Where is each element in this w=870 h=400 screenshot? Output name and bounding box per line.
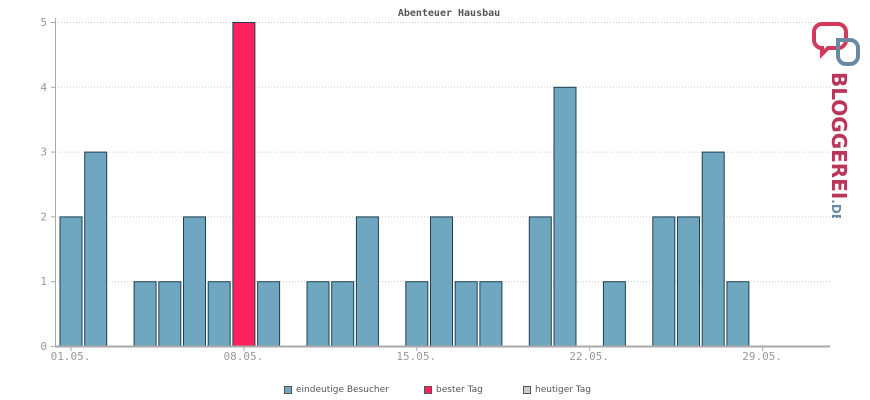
bar: [652, 216, 676, 347]
x-tick-labels: 01.05. 08.05. 15.05. 22.05. 29.05.: [51, 350, 782, 363]
two-linked-speech-bubbles-icon: [812, 22, 860, 66]
bar: [602, 281, 626, 348]
bar: [677, 216, 700, 347]
y-tick-label: 1: [40, 275, 47, 288]
y-tick-label: 2: [40, 210, 47, 223]
legend-swatch-grey: [523, 386, 531, 394]
bar: [331, 281, 355, 348]
x-tick-label: 29.05.: [742, 350, 782, 363]
bar: [84, 151, 108, 347]
axes: [51, 18, 830, 351]
bar: [306, 281, 330, 348]
legend: eindeutige Besucher bester Tag heutiger …: [0, 385, 870, 399]
bar: [158, 281, 182, 348]
bar: [726, 281, 750, 348]
bar: [528, 216, 552, 347]
bar: [553, 86, 577, 348]
bar: [405, 281, 429, 348]
bar: [59, 216, 83, 347]
bar: [454, 281, 478, 348]
bar: [479, 281, 503, 348]
legend-label: bester Tag: [436, 385, 483, 395]
bar: [355, 216, 379, 347]
legend-swatch-red: [424, 386, 432, 394]
legend-item-unique-visitors: eindeutige Besucher: [284, 385, 389, 395]
bars: [59, 22, 750, 348]
bar: [430, 216, 453, 347]
chart-title: Abenteuer Hausbau: [398, 8, 500, 19]
bar: [257, 281, 281, 348]
y-tick-label: 5: [40, 16, 47, 29]
bloggerei-logo[interactable]: BLOGGEREI.DE: [812, 18, 862, 218]
brand-name: BLOGGEREI.DE: [827, 72, 851, 218]
bar: [701, 151, 725, 347]
legend-swatch-blue: [284, 386, 292, 394]
x-tick-label: 22.05.: [569, 350, 609, 363]
bar: [207, 281, 231, 348]
legend-item-best-day: bester Tag: [424, 385, 483, 395]
y-tick-label: 3: [40, 146, 47, 159]
bar: [183, 216, 206, 347]
x-tick-label: 01.05.: [51, 350, 91, 363]
x-tick-label: 08.05.: [224, 350, 264, 363]
legend-item-today: heutiger Tag: [523, 385, 591, 395]
legend-label: eindeutige Besucher: [296, 385, 389, 395]
y-tick-labels: 0 1 2 3 4 5: [40, 16, 47, 353]
bar: [133, 281, 157, 348]
x-tick-label: 15.05.: [396, 350, 436, 363]
y-tick-label: 4: [40, 81, 47, 94]
y-tick-label: 0: [40, 340, 47, 353]
legend-label: heutiger Tag: [535, 385, 592, 395]
bar-best-day: [232, 22, 256, 347]
